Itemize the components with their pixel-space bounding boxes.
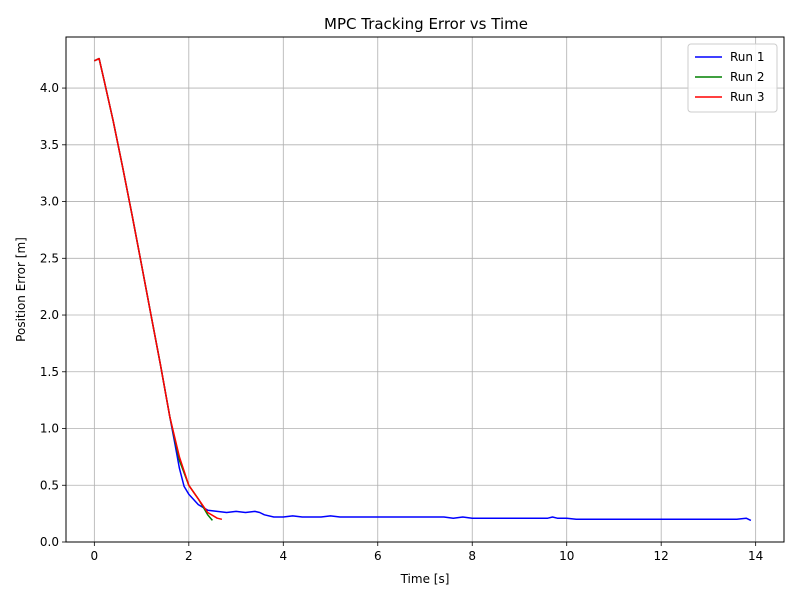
y-tick-label: 2.0	[40, 308, 59, 322]
series-line-run-1	[93, 57, 752, 522]
y-tick-label: 3.5	[40, 138, 59, 152]
legend-label-run-1: Run 1	[730, 50, 764, 64]
x-tick-label: 14	[748, 549, 763, 563]
plot-frame	[65, 36, 785, 543]
series-lines	[93, 57, 752, 522]
x-axis: 0 2 4 6 8 10 12 14	[91, 542, 763, 563]
x-axis-label: Time [s]	[400, 572, 450, 586]
legend-label-run-3: Run 3	[730, 90, 764, 104]
y-axis: 0.0 0.5 1.0 1.5 2.0 2.5 3.0 3.5 4.0	[40, 81, 66, 549]
legend: Run 1 Run 2 Run 3	[687, 43, 778, 113]
y-tick-label: 1.5	[40, 365, 59, 379]
y-tick-label: 0.0	[40, 535, 59, 549]
x-tick-label: 10	[559, 549, 574, 563]
series-line-run-3	[93, 57, 223, 521]
x-tick-label: 2	[185, 549, 193, 563]
x-tick-label: 8	[468, 549, 476, 563]
y-tick-label: 0.5	[40, 478, 59, 492]
x-tick-label: 4	[279, 549, 287, 563]
x-tick-label: 12	[654, 549, 669, 563]
y-tick-label: 3.0	[40, 195, 59, 209]
y-tick-label: 2.5	[40, 251, 59, 265]
y-axis-label: Position Error [m]	[14, 237, 28, 342]
x-tick-label: 6	[374, 549, 382, 563]
legend-box	[687, 43, 778, 113]
y-tick-label: 4.0	[40, 81, 59, 95]
x-tick-label: 0	[91, 549, 99, 563]
legend-label-run-2: Run 2	[730, 70, 764, 84]
y-tick-label: 1.0	[40, 422, 59, 436]
chart-title: MPC Tracking Error vs Time	[324, 15, 528, 33]
plot-area	[66, 37, 784, 542]
